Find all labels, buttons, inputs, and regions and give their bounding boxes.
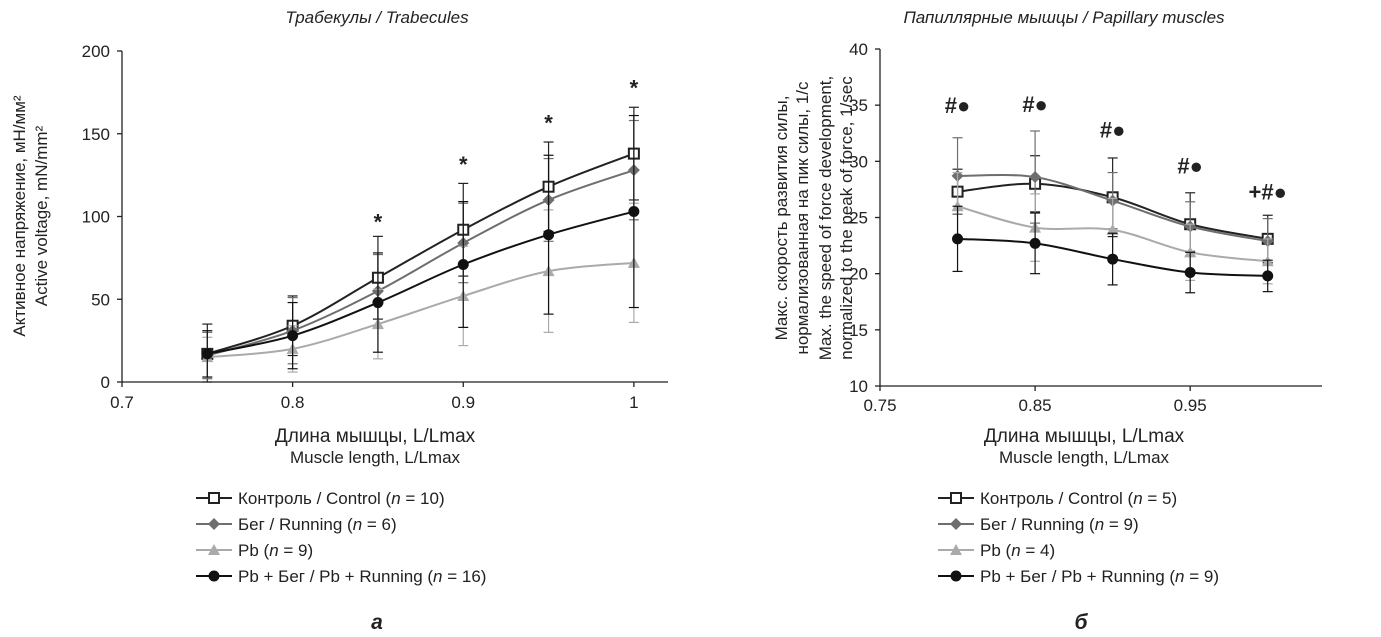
significance-annotation: * xyxy=(459,152,468,177)
left-ylabel-en: Active voltage, mN/mm² xyxy=(32,125,51,306)
x-tick-label: 0.8 xyxy=(281,393,305,412)
right-ylabel-line1: Макс. скорость развития силы, xyxy=(772,96,791,341)
y-tick-label: 40 xyxy=(849,40,868,59)
data-point xyxy=(1107,253,1119,265)
legend-label: Контроль / Control (n = 10) xyxy=(238,489,445,508)
series-2 xyxy=(201,119,640,380)
series-line xyxy=(207,169,635,357)
legend-item: Pb + Бег / Pb + Running (n = 16) xyxy=(196,567,486,586)
series-line xyxy=(206,152,635,355)
data-point xyxy=(1184,267,1196,279)
right-ylabel-en-line1: Max. the speed of force development, xyxy=(816,76,835,360)
legend-item: Pb (n = 9) xyxy=(196,541,313,560)
y-tick-label: 10 xyxy=(849,377,868,396)
series-3 xyxy=(201,202,640,378)
y-tick-label: 20 xyxy=(849,265,868,284)
y-tick-label: 15 xyxy=(849,321,868,340)
data-point xyxy=(287,330,299,342)
data-point xyxy=(201,348,213,360)
y-tick-label: 30 xyxy=(849,152,868,171)
legend-marker xyxy=(208,544,220,555)
data-point xyxy=(372,297,384,309)
legend-label: Pb (n = 9) xyxy=(238,541,313,560)
significance-annotation: #● xyxy=(945,93,971,118)
right-chart: Папиллярные мышцы / Papillary muscles Ма… xyxy=(772,8,1322,634)
y-tick-label: 50 xyxy=(91,290,110,309)
y-tick-label: 25 xyxy=(849,209,868,228)
significance-annotation: #● xyxy=(1100,118,1126,143)
x-tick-label: 0.85 xyxy=(1019,396,1052,415)
legend-item: Бег / Running (n = 6) xyxy=(196,515,397,534)
data-point xyxy=(1029,237,1041,249)
right-ylabel-line2: нормализованная на пик силы, 1/с xyxy=(793,81,812,355)
legend-marker xyxy=(208,518,220,530)
significance-annotation: +#● xyxy=(1249,180,1287,205)
left-xlabel-en: Muscle length, L/Lmax xyxy=(290,448,461,467)
left-legend: Контроль / Control (n = 10) Бег / Running… xyxy=(196,489,486,586)
y-tick-label: 100 xyxy=(82,208,110,227)
series-line xyxy=(207,210,635,355)
legend-label: Pb (n = 4) xyxy=(980,541,1055,560)
legend-marker xyxy=(208,570,220,582)
series-4 xyxy=(201,114,640,378)
right-panel-label: б xyxy=(1074,611,1088,634)
legend-label: Pb + Бег / Pb + Running (n = 16) xyxy=(238,567,486,586)
legend-label: Контроль / Control (n = 5) xyxy=(980,489,1177,508)
right-xlabel: Длина мышцы, L/Lmax xyxy=(984,426,1185,447)
left-chart: Трабекулы / Trabecules Активное напряжен… xyxy=(10,8,668,634)
y-tick-label: 200 xyxy=(82,42,110,61)
legend-marker xyxy=(950,570,962,582)
legend-marker xyxy=(208,492,220,504)
data-point xyxy=(457,258,469,270)
x-tick-label: 0.75 xyxy=(863,396,896,415)
left-panel-label: а xyxy=(371,611,383,634)
legend-marker xyxy=(950,492,962,504)
series-1 xyxy=(201,106,640,383)
data-point xyxy=(1262,270,1274,282)
data-point xyxy=(543,229,555,241)
y-tick-label: 150 xyxy=(82,125,110,144)
significance-annotation: * xyxy=(630,76,639,101)
x-tick-label: 1 xyxy=(629,393,638,412)
y-tick-label: 0 xyxy=(101,373,110,392)
series-4 xyxy=(952,205,1274,294)
series-line xyxy=(207,261,634,359)
data-point xyxy=(1106,223,1119,235)
legend-label: Бег / Running (n = 9) xyxy=(980,515,1139,534)
significance-annotation: * xyxy=(374,210,383,235)
legend-label: Pb + Бег / Pb + Running (n = 9) xyxy=(980,567,1219,586)
left-xlabel: Длина мышцы, L/Lmax xyxy=(275,426,476,447)
left-chart-title: Трабекулы / Trabecules xyxy=(285,8,469,27)
right-legend: Контроль / Control (n = 5) Бег / Running … xyxy=(938,489,1219,586)
legend-label: Бег / Running (n = 6) xyxy=(238,515,397,534)
legend-item: Pb (n = 4) xyxy=(938,541,1055,560)
x-tick-label: 0.7 xyxy=(110,393,134,412)
legend-item: Бег / Running (n = 9) xyxy=(938,515,1139,534)
legend-item: Контроль / Control (n = 10) xyxy=(196,489,445,508)
right-xlabel-en: Muscle length, L/Lmax xyxy=(999,448,1170,467)
legend-item: Pb + Бег / Pb + Running (n = 9) xyxy=(938,567,1219,586)
significance-annotation: #● xyxy=(1022,92,1048,117)
left-chart-plot: 0 50 100 150 200 0.7 0.8 0.9 1 * * * * xyxy=(82,42,668,412)
x-tick-label: 0.9 xyxy=(451,393,475,412)
x-tick-label: 0.95 xyxy=(1174,396,1207,415)
right-chart-plot: 10 15 20 25 30 35 40 0.75 0.85 0.95 #● #● #● #● +#● xyxy=(849,40,1322,415)
legend-marker xyxy=(950,518,962,530)
left-ylabel: Активное напряжение, мН/мм² xyxy=(10,95,29,336)
data-point xyxy=(628,206,640,218)
data-point xyxy=(952,233,964,245)
significance-annotation: #● xyxy=(1177,154,1203,179)
legend-marker xyxy=(950,544,962,555)
right-ylabel-en-line2: normalized to the peak of force, 1/sec xyxy=(837,76,856,360)
significance-annotation: * xyxy=(544,110,553,135)
right-chart-title: Папиллярные мышцы / Papillary muscles xyxy=(903,8,1225,27)
data-point xyxy=(1029,171,1042,184)
y-tick-label: 35 xyxy=(849,96,868,115)
legend-item: Контроль / Control (n = 5) xyxy=(938,489,1177,508)
